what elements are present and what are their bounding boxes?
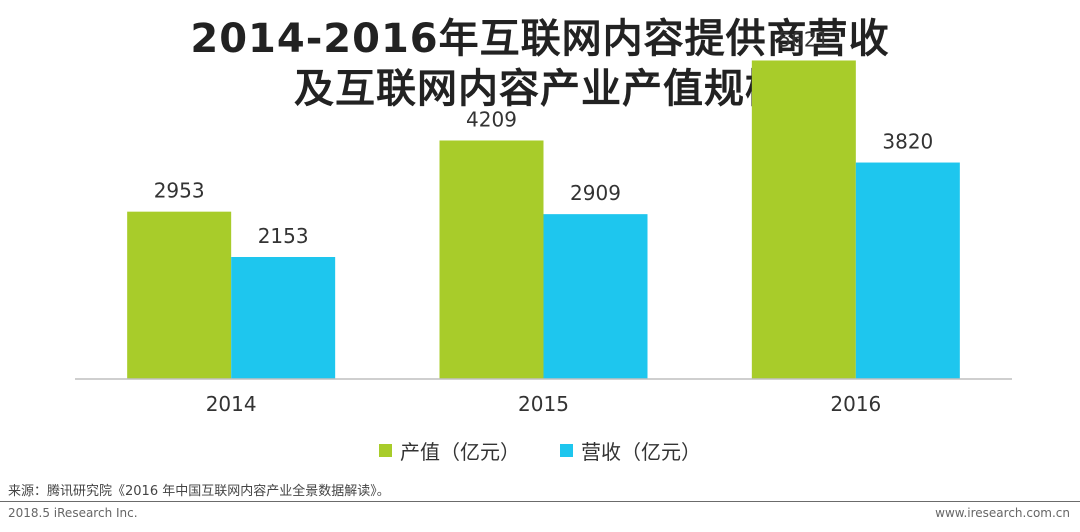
chart-title-line-1: 2014-2016年互联网内容提供商营收 xyxy=(190,16,890,62)
legend-label-output-value: 产值（亿元） xyxy=(400,440,520,464)
chart-title-line-2: 及互联网内容产业产值规模 xyxy=(294,66,786,112)
data-label-2016-series-0: 5621 xyxy=(778,27,829,51)
x-tick-label-2016: 2016 xyxy=(830,392,881,416)
data-label-2015-series-1: 2909 xyxy=(570,181,621,205)
bar-chart: 2953 2153 2014 4209 2909 2015 5621 3820 2016 xyxy=(75,27,1012,416)
legend-swatch-output-value xyxy=(379,444,392,457)
legend-label-revenue: 营收（亿元） xyxy=(581,440,701,464)
legend-item-revenue: 营收（亿元） xyxy=(560,436,701,465)
bar-2015-series-0 xyxy=(439,140,544,379)
data-label-2015-series-0: 4209 xyxy=(466,107,517,131)
data-label-2014-series-1: 2153 xyxy=(258,224,309,248)
bar-2016-series-1 xyxy=(855,162,960,379)
x-tick-label-2015: 2015 xyxy=(518,392,569,416)
footer-copyright: 2018.5 iResearch Inc. xyxy=(8,506,138,520)
x-tick-label-2014: 2014 xyxy=(206,392,257,416)
bar-2015-series-1 xyxy=(543,214,648,379)
bar-2014-series-0 xyxy=(127,211,232,379)
legend-item-output-value: 产值（亿元） xyxy=(379,436,520,465)
bar-2014-series-1 xyxy=(231,256,336,379)
bar-2016-series-0 xyxy=(751,60,856,380)
data-label-2016-series-1: 3820 xyxy=(882,130,933,154)
footer-divider xyxy=(0,501,1080,502)
data-label-2014-series-0: 2953 xyxy=(154,179,205,203)
chart-legend: 产值（亿元） 营收（亿元） xyxy=(0,436,1080,465)
legend-swatch-revenue xyxy=(560,444,573,457)
footer-website: www.iresearch.com.cn xyxy=(935,506,1070,520)
source-note: 来源：腾讯研究院《2016 年中国互联网内容产业全景数据解读》。 xyxy=(8,484,390,499)
